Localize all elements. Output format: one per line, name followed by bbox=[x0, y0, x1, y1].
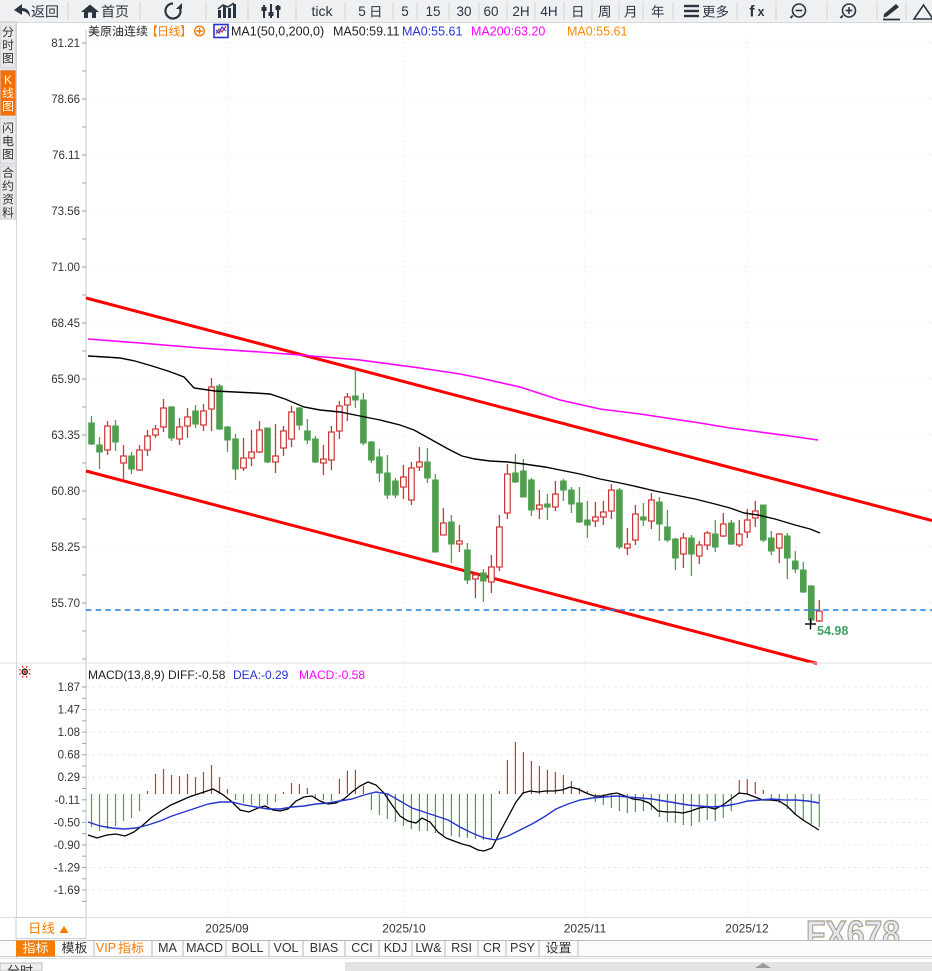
svg-text:KDJ: KDJ bbox=[384, 941, 408, 955]
svg-text:78.66: 78.66 bbox=[51, 94, 80, 106]
svg-text:MA1(50,0,200,0): MA1(50,0,200,0) bbox=[231, 25, 324, 39]
svg-text:54.98: 54.98 bbox=[817, 624, 848, 638]
svg-text:60.80: 60.80 bbox=[51, 486, 80, 498]
svg-text:81.21: 81.21 bbox=[51, 38, 80, 50]
svg-text:f: f bbox=[749, 4, 755, 21]
svg-text:-1.69: -1.69 bbox=[54, 885, 80, 897]
svg-text:x: x bbox=[758, 5, 765, 19]
svg-text:-0.50: -0.50 bbox=[54, 817, 80, 829]
svg-text:MACD: MACD bbox=[186, 941, 223, 955]
svg-text:MACD(13,8,9) DIFF:-0.58: MACD(13,8,9) DIFF:-0.58 bbox=[88, 668, 226, 682]
svg-text:K: K bbox=[4, 73, 12, 87]
svg-text:60: 60 bbox=[483, 4, 498, 19]
svg-text:MA50:59.11: MA50:59.11 bbox=[333, 25, 400, 39]
svg-text:73.56: 73.56 bbox=[51, 206, 80, 218]
svg-text:LW&: LW& bbox=[415, 941, 442, 955]
svg-text:2025/11: 2025/11 bbox=[564, 922, 607, 936]
svg-text:tick: tick bbox=[312, 3, 334, 19]
svg-text:76.11: 76.11 bbox=[52, 150, 80, 162]
svg-text:MA0:55.61: MA0:55.61 bbox=[402, 25, 463, 39]
svg-text:2025/10: 2025/10 bbox=[382, 922, 426, 936]
svg-text:5: 5 bbox=[358, 4, 366, 19]
svg-text:5: 5 bbox=[401, 4, 409, 19]
svg-text:MACD:-0.58: MACD:-0.58 bbox=[299, 668, 365, 682]
svg-text:BOLL: BOLL bbox=[232, 941, 264, 955]
svg-text:PSY: PSY bbox=[510, 941, 536, 955]
svg-text:30: 30 bbox=[456, 4, 471, 19]
svg-text:CR: CR bbox=[483, 941, 501, 955]
svg-text:-1.29: -1.29 bbox=[54, 862, 80, 874]
svg-text:MA: MA bbox=[158, 941, 177, 955]
svg-text:MA0:55.61: MA0:55.61 bbox=[567, 25, 628, 39]
svg-text:4H: 4H bbox=[540, 4, 557, 19]
svg-text:2025/09: 2025/09 bbox=[205, 922, 249, 936]
svg-text:68.45: 68.45 bbox=[51, 318, 80, 330]
svg-text:15: 15 bbox=[425, 4, 440, 19]
svg-text:2H: 2H bbox=[512, 4, 529, 19]
svg-text:-0.11: -0.11 bbox=[55, 795, 80, 807]
svg-text:MA200:63.20: MA200:63.20 bbox=[471, 25, 545, 39]
svg-text:0.29: 0.29 bbox=[58, 772, 80, 784]
svg-text:CCI: CCI bbox=[351, 941, 373, 955]
svg-text:2025/12: 2025/12 bbox=[725, 922, 769, 936]
svg-text:1.87: 1.87 bbox=[58, 682, 80, 694]
svg-text:VOL: VOL bbox=[273, 941, 298, 955]
svg-text:BIAS: BIAS bbox=[310, 941, 339, 955]
svg-text:55.70: 55.70 bbox=[51, 598, 80, 610]
svg-text:1.08: 1.08 bbox=[58, 727, 80, 739]
svg-text:71.00: 71.00 bbox=[51, 262, 80, 274]
svg-text:RSI: RSI bbox=[451, 941, 472, 955]
svg-text:-0.90: -0.90 bbox=[54, 840, 80, 852]
svg-text:65.90: 65.90 bbox=[51, 374, 80, 386]
svg-text:0.68: 0.68 bbox=[58, 750, 80, 762]
svg-text:DEA:-0.29: DEA:-0.29 bbox=[233, 668, 289, 682]
svg-text:58.25: 58.25 bbox=[51, 542, 80, 554]
svg-text:63.35: 63.35 bbox=[51, 430, 80, 442]
svg-text:1.47: 1.47 bbox=[58, 705, 80, 717]
svg-text:VIP: VIP bbox=[96, 941, 116, 955]
